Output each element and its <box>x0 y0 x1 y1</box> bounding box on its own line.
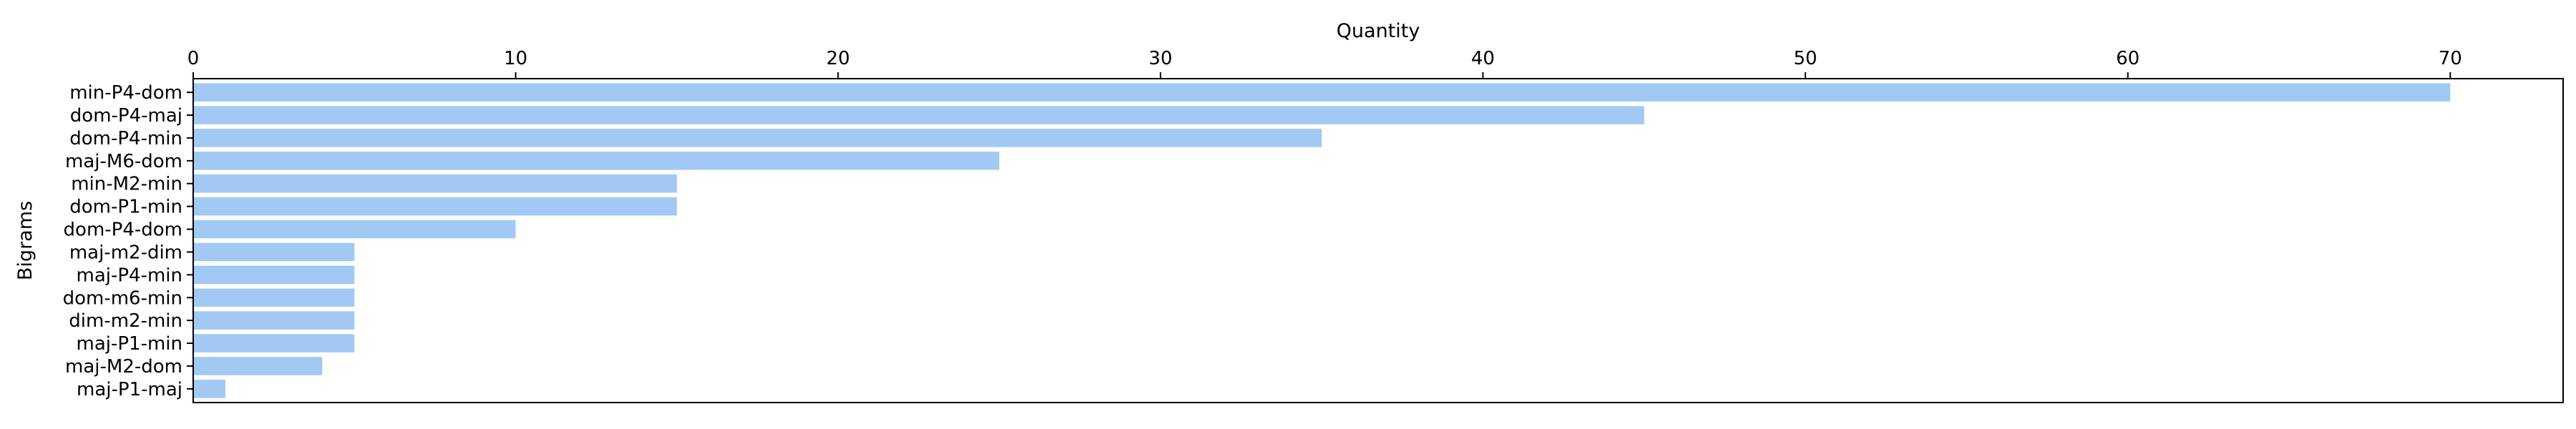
y-tick-label: min-P4-dom <box>69 82 182 104</box>
bar-dom-P4-maj <box>193 106 1644 124</box>
x-axis-ticks: 0 10 20 30 40 50 60 70 <box>187 48 2462 79</box>
bar-dom-P4-dom <box>193 220 516 239</box>
bar-dim-m2-min <box>193 311 355 330</box>
x-tick-label: 50 <box>1794 48 1818 69</box>
y-tick-label: maj-M6-dom <box>65 151 182 172</box>
plot-frame <box>192 78 2564 403</box>
y-axis-title: Bigrams <box>14 201 36 280</box>
y-tick-label: dim-m2-min <box>69 310 182 332</box>
y-tick-label: dom-P4-dom <box>64 220 182 241</box>
y-tick-label: maj-P1-maj <box>77 379 182 400</box>
y-tick-label: dom-P4-min <box>69 128 182 149</box>
y-tick-label: dom-P1-min <box>69 197 182 218</box>
bar-maj-M2-dom <box>193 357 323 375</box>
y-tick-label: maj-M2-dom <box>65 356 182 378</box>
x-tick-label: 30 <box>1148 48 1172 69</box>
bar-dom-P1-min <box>193 197 677 216</box>
bar-maj-P4-min <box>193 265 355 285</box>
bar-min-M2-min <box>193 174 677 193</box>
x-tick-label: 20 <box>826 48 850 69</box>
x-tick-label: 60 <box>2116 48 2140 69</box>
bar-min-P4-dom <box>193 83 2451 102</box>
bar-dom-P4-min <box>193 129 1322 147</box>
x-tick-label: 70 <box>2439 48 2462 69</box>
bar-maj-m2-dim <box>193 242 355 262</box>
y-tick-label: dom-m6-min <box>63 287 182 309</box>
bar-maj-P1-min <box>193 334 355 352</box>
bars-group <box>193 83 2451 398</box>
y-tick-label: maj-P4-min <box>77 265 183 286</box>
bar-maj-P1-maj <box>193 380 226 398</box>
bar-dom-m6-min <box>193 288 355 307</box>
y-tick-label: dom-P4-maj <box>70 105 182 127</box>
y-axis-ticks: min-P4-domdom-P4-majdom-P4-minmaj-M6-dom… <box>63 82 193 400</box>
y-tick-label: maj-P1-min <box>77 333 183 355</box>
y-tick-label: maj-m2-dim <box>69 242 182 263</box>
x-axis-title: Quantity <box>1337 20 1420 42</box>
bar-maj-M6-dom <box>193 152 1000 170</box>
x-tick-label: 10 <box>504 48 527 69</box>
y-tick-label: min-M2-min <box>71 174 182 195</box>
x-tick-label: 0 <box>187 48 200 69</box>
x-tick-label: 40 <box>1471 48 1495 69</box>
